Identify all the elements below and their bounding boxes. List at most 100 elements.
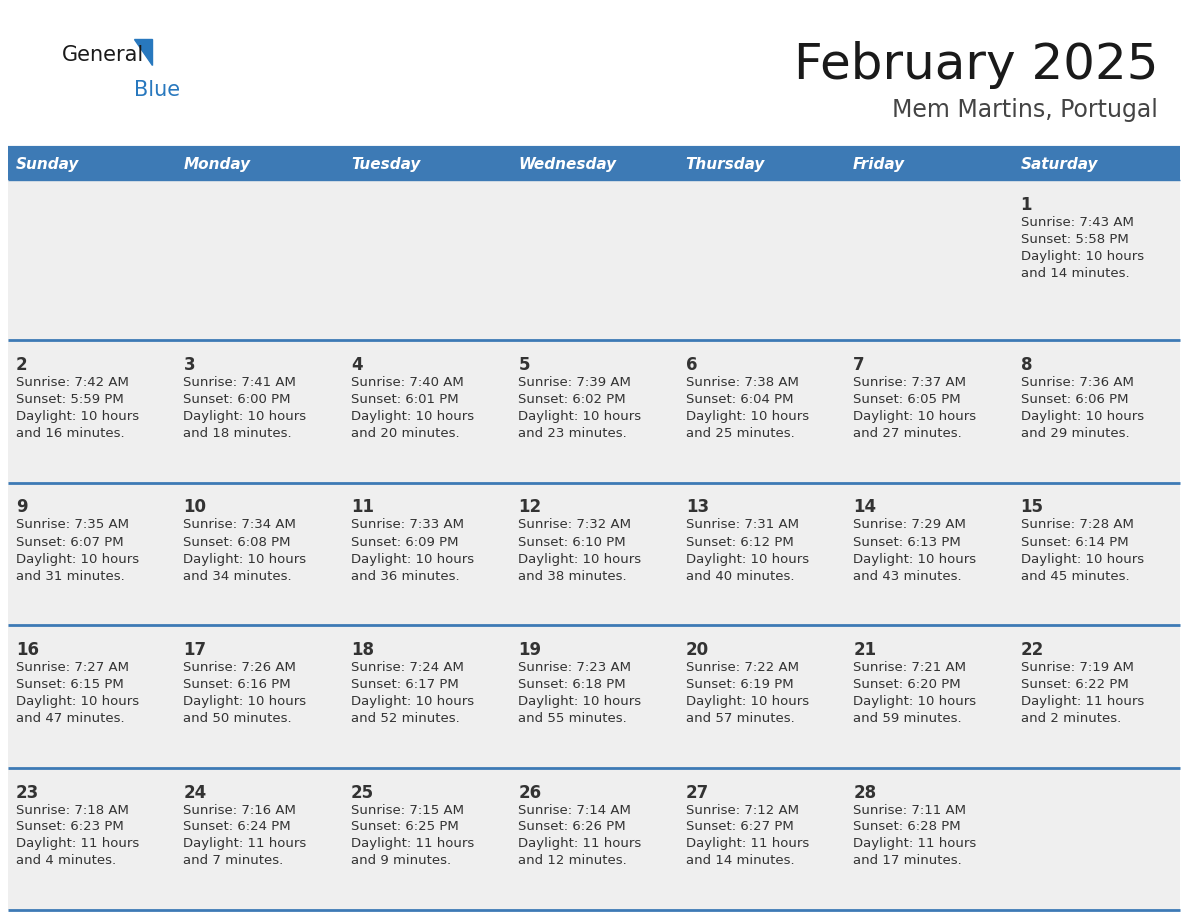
Text: and 55 minutes.: and 55 minutes.: [518, 712, 627, 725]
Text: and 4 minutes.: and 4 minutes.: [15, 855, 116, 868]
Text: Daylight: 10 hours: Daylight: 10 hours: [685, 695, 809, 708]
Text: Sunrise: 7:36 AM: Sunrise: 7:36 AM: [1020, 376, 1133, 389]
Text: Sunrise: 7:29 AM: Sunrise: 7:29 AM: [853, 519, 966, 532]
Text: Daylight: 10 hours: Daylight: 10 hours: [518, 695, 642, 708]
Bar: [511, 148, 677, 180]
Text: 13: 13: [685, 498, 709, 517]
Text: Sunday: Sunday: [15, 156, 80, 172]
Text: Daylight: 10 hours: Daylight: 10 hours: [183, 695, 307, 708]
Text: Sunrise: 7:31 AM: Sunrise: 7:31 AM: [685, 519, 798, 532]
Text: Daylight: 10 hours: Daylight: 10 hours: [685, 553, 809, 565]
Text: Sunset: 6:20 PM: Sunset: 6:20 PM: [853, 678, 961, 691]
Text: Sunrise: 7:27 AM: Sunrise: 7:27 AM: [15, 661, 129, 674]
Polygon shape: [134, 39, 152, 65]
Text: and 43 minutes.: and 43 minutes.: [853, 569, 962, 583]
Text: 27: 27: [685, 783, 709, 801]
Text: Sunset: 6:19 PM: Sunset: 6:19 PM: [685, 678, 794, 691]
Text: and 25 minutes.: and 25 minutes.: [685, 427, 795, 440]
Text: Sunrise: 7:26 AM: Sunrise: 7:26 AM: [183, 661, 296, 674]
Text: and 16 minutes.: and 16 minutes.: [15, 427, 125, 440]
Text: Daylight: 11 hours: Daylight: 11 hours: [518, 837, 642, 850]
Bar: [845, 148, 1012, 180]
Text: Sunrise: 7:18 AM: Sunrise: 7:18 AM: [15, 803, 128, 816]
Bar: [8, 148, 176, 180]
Bar: [343, 148, 511, 180]
Text: Daylight: 10 hours: Daylight: 10 hours: [1020, 553, 1144, 565]
Text: Sunrise: 7:41 AM: Sunrise: 7:41 AM: [183, 376, 296, 389]
Text: and 52 minutes.: and 52 minutes.: [350, 712, 460, 725]
Text: 8: 8: [1020, 356, 1032, 374]
Text: and 14 minutes.: and 14 minutes.: [685, 855, 795, 868]
Text: and 40 minutes.: and 40 minutes.: [685, 569, 795, 583]
Text: Daylight: 11 hours: Daylight: 11 hours: [1020, 695, 1144, 708]
Text: Sunrise: 7:34 AM: Sunrise: 7:34 AM: [183, 519, 296, 532]
Text: and 50 minutes.: and 50 minutes.: [183, 712, 292, 725]
Text: 6: 6: [685, 356, 697, 374]
Text: Daylight: 11 hours: Daylight: 11 hours: [685, 837, 809, 850]
Text: 21: 21: [853, 641, 877, 659]
Text: 28: 28: [853, 783, 877, 801]
Text: 16: 16: [15, 641, 39, 659]
Text: and 57 minutes.: and 57 minutes.: [685, 712, 795, 725]
Text: Mem Martins, Portugal: Mem Martins, Portugal: [892, 98, 1158, 122]
Text: and 27 minutes.: and 27 minutes.: [853, 427, 962, 440]
Text: Sunrise: 7:28 AM: Sunrise: 7:28 AM: [1020, 519, 1133, 532]
Bar: [8, 340, 1180, 483]
Text: Sunset: 6:02 PM: Sunset: 6:02 PM: [518, 393, 626, 406]
Text: Daylight: 10 hours: Daylight: 10 hours: [183, 553, 307, 565]
Text: Sunset: 6:15 PM: Sunset: 6:15 PM: [15, 678, 124, 691]
Text: Sunset: 6:13 PM: Sunset: 6:13 PM: [853, 535, 961, 548]
Text: and 29 minutes.: and 29 minutes.: [1020, 427, 1130, 440]
Text: and 31 minutes.: and 31 minutes.: [15, 569, 125, 583]
Bar: [8, 625, 1180, 767]
Text: 23: 23: [15, 783, 39, 801]
Text: 14: 14: [853, 498, 877, 517]
Text: Sunrise: 7:40 AM: Sunrise: 7:40 AM: [350, 376, 463, 389]
Text: Sunset: 6:06 PM: Sunset: 6:06 PM: [1020, 393, 1129, 406]
Text: Sunset: 6:10 PM: Sunset: 6:10 PM: [518, 535, 626, 548]
Text: and 12 minutes.: and 12 minutes.: [518, 855, 627, 868]
Text: and 36 minutes.: and 36 minutes.: [350, 569, 460, 583]
Text: 15: 15: [1020, 498, 1043, 517]
Text: 17: 17: [183, 641, 207, 659]
Text: Friday: Friday: [853, 156, 905, 172]
Text: Daylight: 10 hours: Daylight: 10 hours: [183, 410, 307, 423]
Text: Sunrise: 7:11 AM: Sunrise: 7:11 AM: [853, 803, 966, 816]
Text: Daylight: 10 hours: Daylight: 10 hours: [15, 695, 139, 708]
Text: Daylight: 10 hours: Daylight: 10 hours: [853, 695, 977, 708]
Text: Daylight: 10 hours: Daylight: 10 hours: [853, 553, 977, 565]
Text: Daylight: 10 hours: Daylight: 10 hours: [350, 695, 474, 708]
Text: Sunrise: 7:42 AM: Sunrise: 7:42 AM: [15, 376, 128, 389]
Text: Sunrise: 7:35 AM: Sunrise: 7:35 AM: [15, 519, 129, 532]
Text: 19: 19: [518, 641, 542, 659]
Bar: [176, 148, 343, 180]
Text: Sunset: 6:08 PM: Sunset: 6:08 PM: [183, 535, 291, 548]
Text: General: General: [62, 45, 144, 65]
Text: 9: 9: [15, 498, 27, 517]
Text: Sunset: 6:24 PM: Sunset: 6:24 PM: [183, 821, 291, 834]
Text: Sunset: 6:04 PM: Sunset: 6:04 PM: [685, 393, 794, 406]
Text: 5: 5: [518, 356, 530, 374]
Text: 4: 4: [350, 356, 362, 374]
Text: and 34 minutes.: and 34 minutes.: [183, 569, 292, 583]
Text: Daylight: 10 hours: Daylight: 10 hours: [15, 410, 139, 423]
Text: and 9 minutes.: and 9 minutes.: [350, 855, 451, 868]
Text: and 59 minutes.: and 59 minutes.: [853, 712, 962, 725]
Text: Daylight: 10 hours: Daylight: 10 hours: [518, 553, 642, 565]
Text: and 47 minutes.: and 47 minutes.: [15, 712, 125, 725]
Text: 11: 11: [350, 498, 374, 517]
Text: and 18 minutes.: and 18 minutes.: [183, 427, 292, 440]
Text: Sunset: 6:25 PM: Sunset: 6:25 PM: [350, 821, 459, 834]
Text: Thursday: Thursday: [685, 156, 765, 172]
Text: Sunset: 6:18 PM: Sunset: 6:18 PM: [518, 678, 626, 691]
Text: Sunset: 6:07 PM: Sunset: 6:07 PM: [15, 535, 124, 548]
Text: 12: 12: [518, 498, 542, 517]
Text: Daylight: 10 hours: Daylight: 10 hours: [350, 553, 474, 565]
Text: Daylight: 10 hours: Daylight: 10 hours: [350, 410, 474, 423]
Text: 18: 18: [350, 641, 374, 659]
Text: Daylight: 11 hours: Daylight: 11 hours: [853, 837, 977, 850]
Text: Blue: Blue: [134, 80, 181, 100]
Text: Sunrise: 7:24 AM: Sunrise: 7:24 AM: [350, 661, 463, 674]
Text: Sunrise: 7:15 AM: Sunrise: 7:15 AM: [350, 803, 463, 816]
Text: Daylight: 10 hours: Daylight: 10 hours: [1020, 250, 1144, 263]
